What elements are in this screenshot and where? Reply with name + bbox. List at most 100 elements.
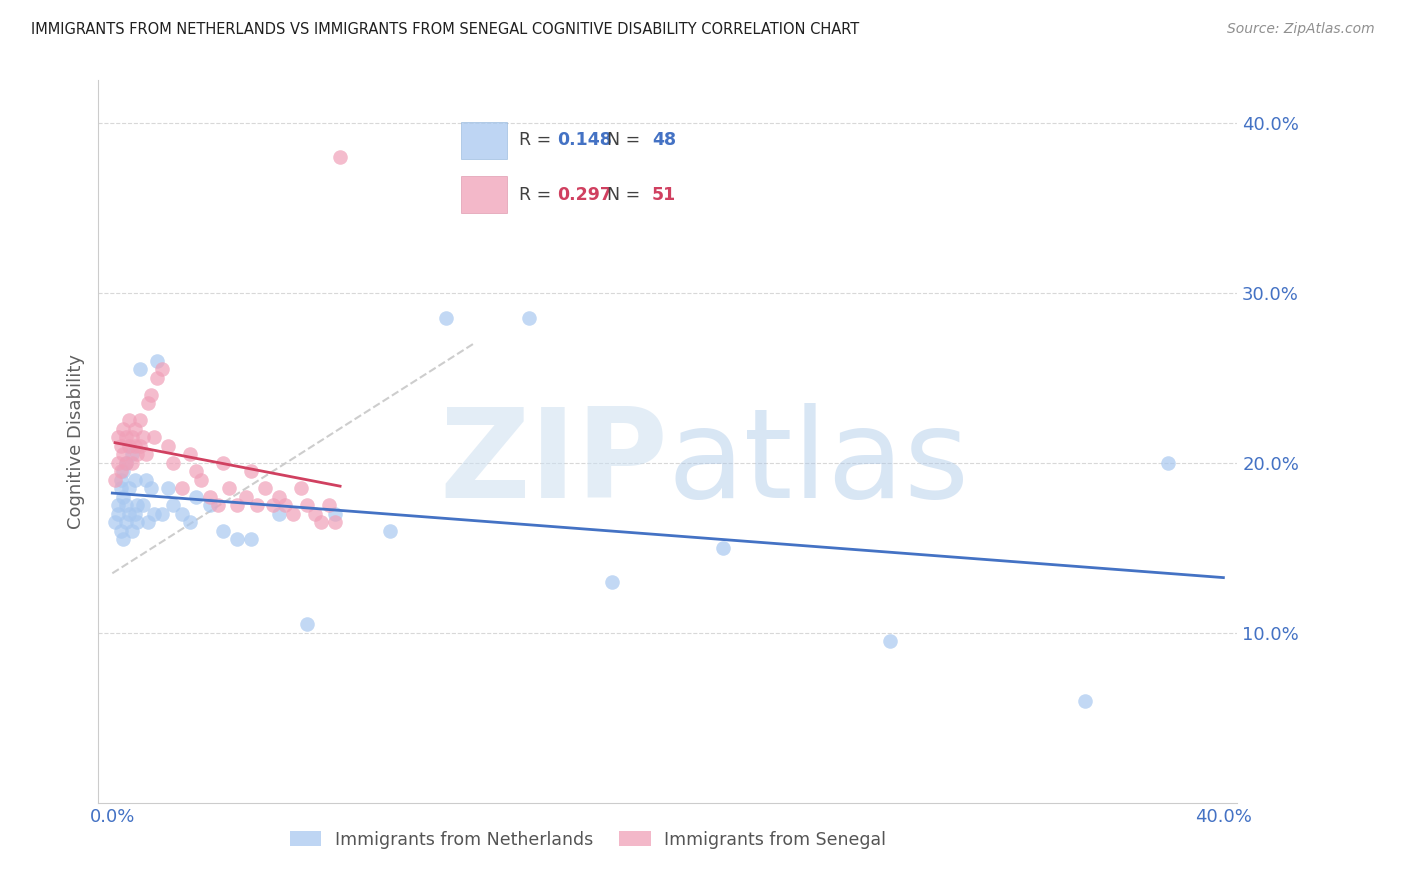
Point <box>127 516 149 530</box>
Point <box>378 524 401 538</box>
Point <box>121 524 143 538</box>
Point <box>104 516 127 530</box>
Point <box>145 353 167 368</box>
Point <box>713 541 735 555</box>
Point <box>184 464 207 478</box>
Point <box>112 447 135 461</box>
Point <box>127 447 149 461</box>
Point <box>212 456 235 470</box>
Point <box>246 498 269 512</box>
Point <box>309 516 332 530</box>
Point <box>170 507 193 521</box>
Legend: Immigrants from Netherlands, Immigrants from Senegal: Immigrants from Netherlands, Immigrants … <box>283 823 893 855</box>
Point <box>145 371 167 385</box>
Point <box>115 498 138 512</box>
Point <box>879 634 901 648</box>
Point <box>226 498 249 512</box>
Text: ZIP: ZIP <box>439 402 668 524</box>
Y-axis label: Cognitive Disability: Cognitive Disability <box>66 354 84 529</box>
Point <box>121 456 143 470</box>
Point <box>323 516 346 530</box>
Point <box>124 473 146 487</box>
Point <box>132 498 155 512</box>
Point <box>170 481 193 495</box>
Point <box>143 507 166 521</box>
Point <box>110 473 132 487</box>
Text: atlas: atlas <box>668 402 970 524</box>
Point <box>267 507 290 521</box>
Point <box>141 481 163 495</box>
Point <box>295 617 318 632</box>
Point <box>112 490 135 504</box>
Point <box>150 362 173 376</box>
Point <box>107 430 129 444</box>
Point <box>190 473 212 487</box>
Point <box>115 456 138 470</box>
Point <box>135 447 157 461</box>
Text: Source: ZipAtlas.com: Source: ZipAtlas.com <box>1227 22 1375 37</box>
Point <box>1157 456 1180 470</box>
Point <box>112 422 135 436</box>
Point <box>262 498 284 512</box>
Point <box>107 507 129 521</box>
Point <box>110 439 132 453</box>
Point <box>254 481 277 495</box>
Point <box>118 507 141 521</box>
Point <box>138 396 160 410</box>
Point <box>329 150 352 164</box>
Point <box>124 422 146 436</box>
Point <box>295 498 318 512</box>
Point <box>124 439 146 453</box>
Point <box>290 481 312 495</box>
Point <box>129 439 152 453</box>
Point <box>323 507 346 521</box>
Point <box>304 507 326 521</box>
Point <box>434 311 457 326</box>
Point <box>281 507 304 521</box>
Point <box>1073 694 1095 708</box>
Point <box>115 456 138 470</box>
Point <box>600 574 623 589</box>
Point <box>141 388 163 402</box>
Point <box>517 311 540 326</box>
Point <box>110 464 132 478</box>
Point <box>156 481 179 495</box>
Point <box>207 498 229 512</box>
Point <box>162 498 184 512</box>
Point <box>218 481 240 495</box>
Point <box>129 362 152 376</box>
Point <box>267 490 290 504</box>
Point <box>318 498 340 512</box>
Point <box>110 481 132 495</box>
Point <box>135 473 157 487</box>
Point <box>156 439 179 453</box>
Point <box>240 533 263 547</box>
Text: IMMIGRANTS FROM NETHERLANDS VS IMMIGRANTS FROM SENEGAL COGNITIVE DISABILITY CORR: IMMIGRANTS FROM NETHERLANDS VS IMMIGRANT… <box>31 22 859 37</box>
Point <box>121 430 143 444</box>
Point <box>143 430 166 444</box>
Point <box>110 524 132 538</box>
Point <box>198 498 221 512</box>
Point <box>198 490 221 504</box>
Point <box>273 498 295 512</box>
Point <box>150 507 173 521</box>
Point <box>138 516 160 530</box>
Point <box>118 481 141 495</box>
Point <box>162 456 184 470</box>
Point <box>226 533 249 547</box>
Point <box>129 413 152 427</box>
Point <box>115 516 138 530</box>
Point <box>127 498 149 512</box>
Point <box>118 439 141 453</box>
Point <box>112 464 135 478</box>
Point <box>240 464 263 478</box>
Point <box>107 456 129 470</box>
Point <box>212 524 235 538</box>
Point <box>179 516 201 530</box>
Point <box>118 413 141 427</box>
Point <box>104 473 127 487</box>
Point <box>121 447 143 461</box>
Point <box>115 430 138 444</box>
Point <box>124 507 146 521</box>
Point <box>107 498 129 512</box>
